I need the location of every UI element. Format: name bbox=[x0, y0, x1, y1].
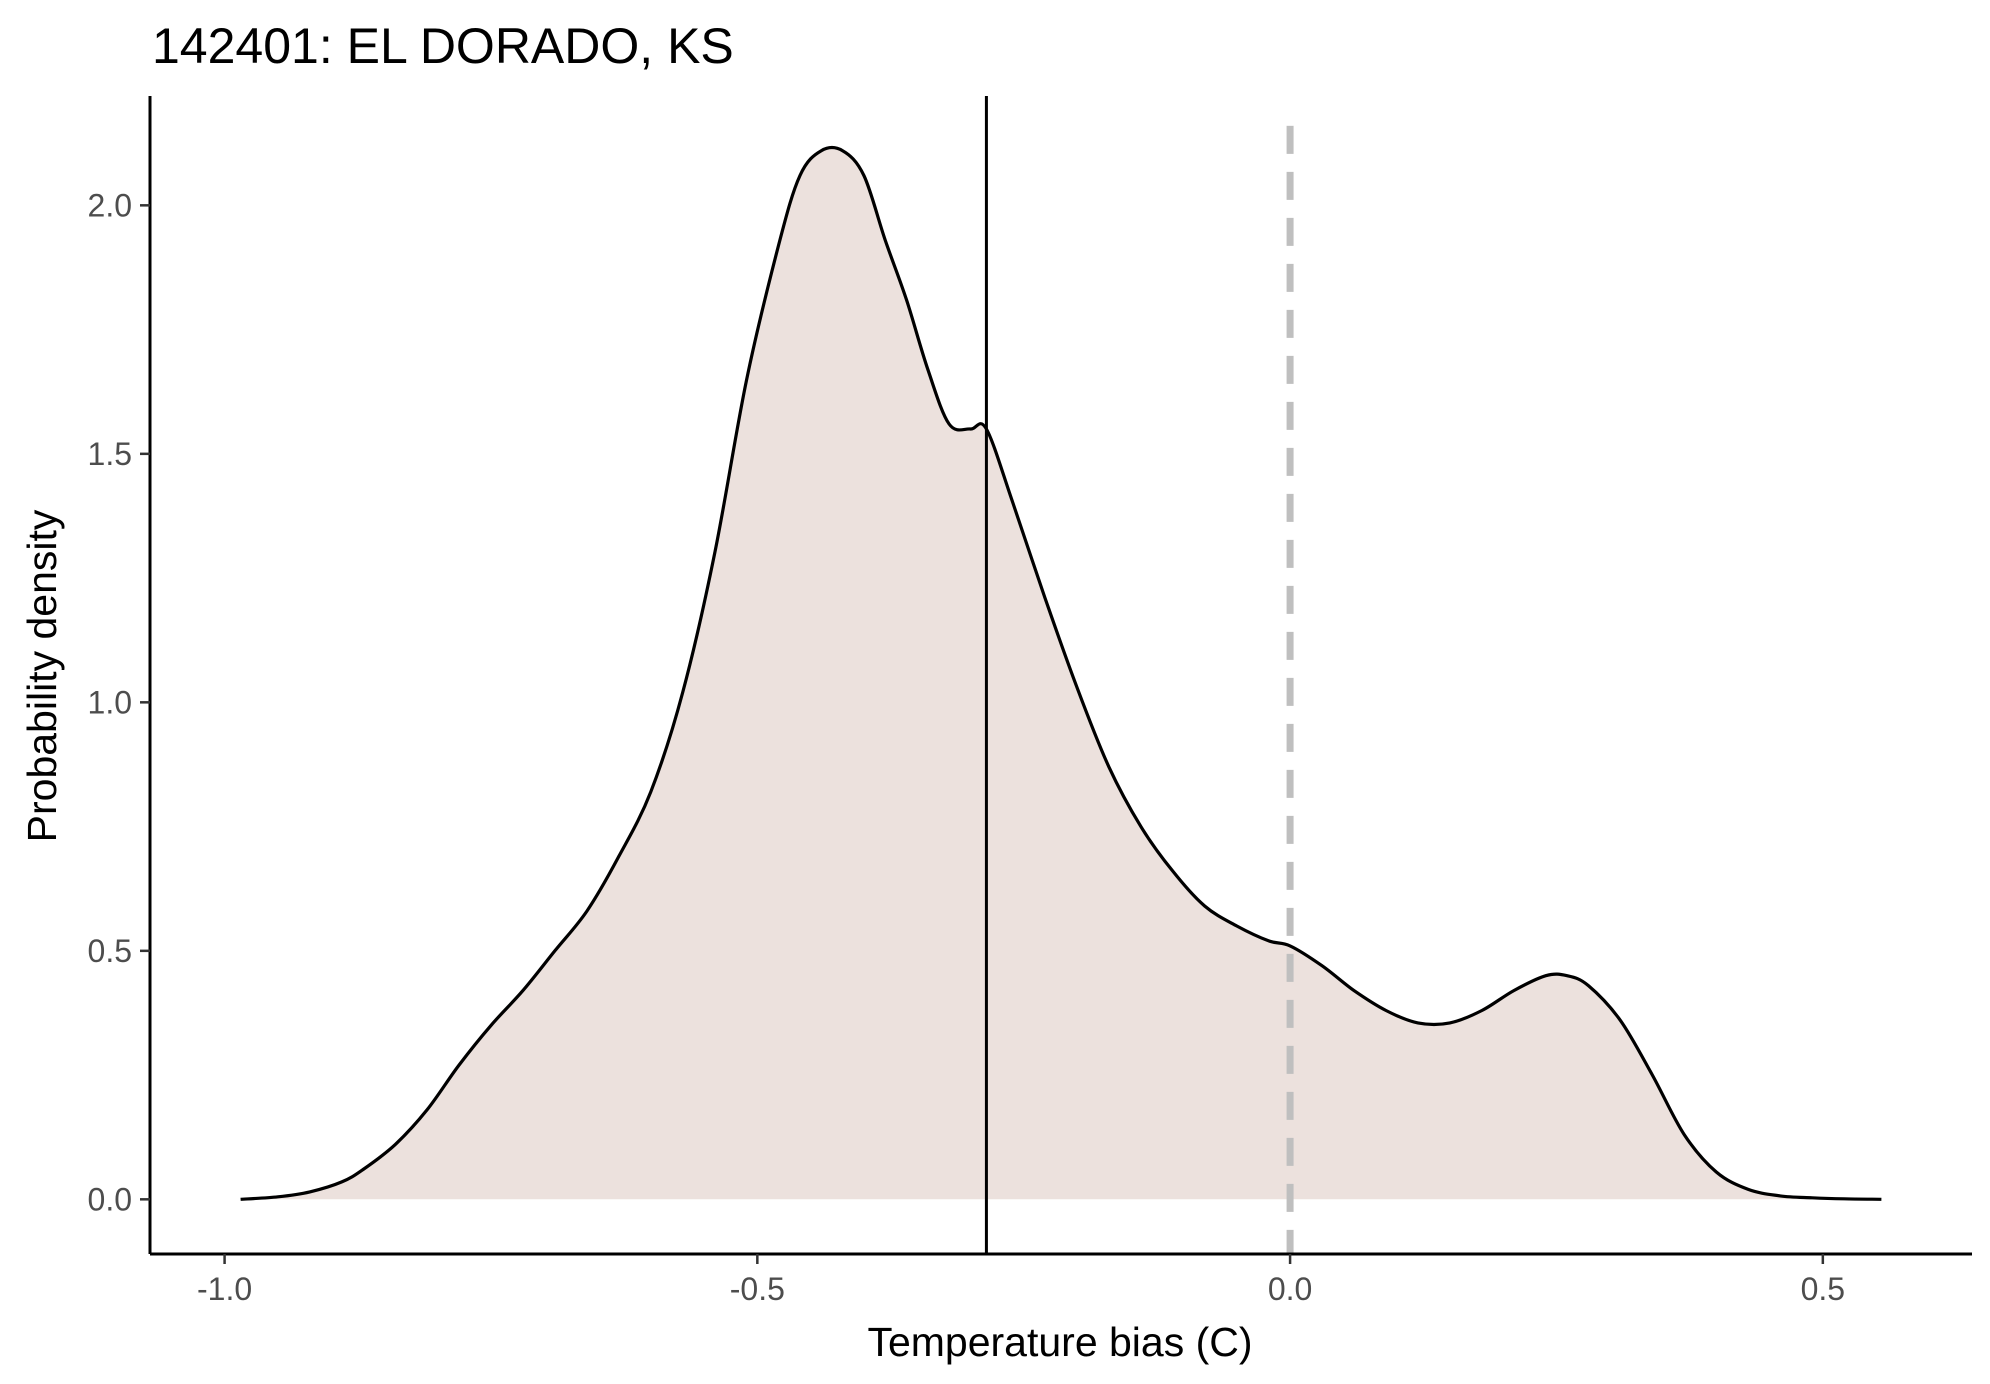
y-axis-title: Probability density bbox=[19, 509, 65, 842]
chart-title: 142401: EL DORADO, KS bbox=[152, 18, 734, 74]
y-tick-label: 0.5 bbox=[88, 933, 132, 969]
y-tick-label: 2.0 bbox=[88, 187, 132, 223]
y-axis-ticks: 0.0 0.5 1.0 1.5 2.0 bbox=[88, 187, 150, 1217]
x-axis-ticks: -1.0 -0.5 0.0 0.5 bbox=[197, 1254, 1845, 1307]
x-tick-label: -1.0 bbox=[197, 1271, 252, 1307]
x-axis-title: Temperature bias (C) bbox=[867, 1319, 1252, 1365]
y-tick-label: 1.0 bbox=[88, 684, 132, 720]
x-tick-label: 0.5 bbox=[1801, 1271, 1845, 1307]
x-tick-label: -0.5 bbox=[730, 1271, 785, 1307]
y-tick-label: 0.0 bbox=[88, 1181, 132, 1217]
y-tick-label: 1.5 bbox=[88, 436, 132, 472]
density-fill-area bbox=[240, 147, 1882, 1200]
plot-area bbox=[240, 96, 1882, 1254]
density-curve-line bbox=[240, 145, 1882, 1201]
reference-lines bbox=[984, 96, 1294, 1254]
x-tick-label: 0.0 bbox=[1268, 1271, 1312, 1307]
